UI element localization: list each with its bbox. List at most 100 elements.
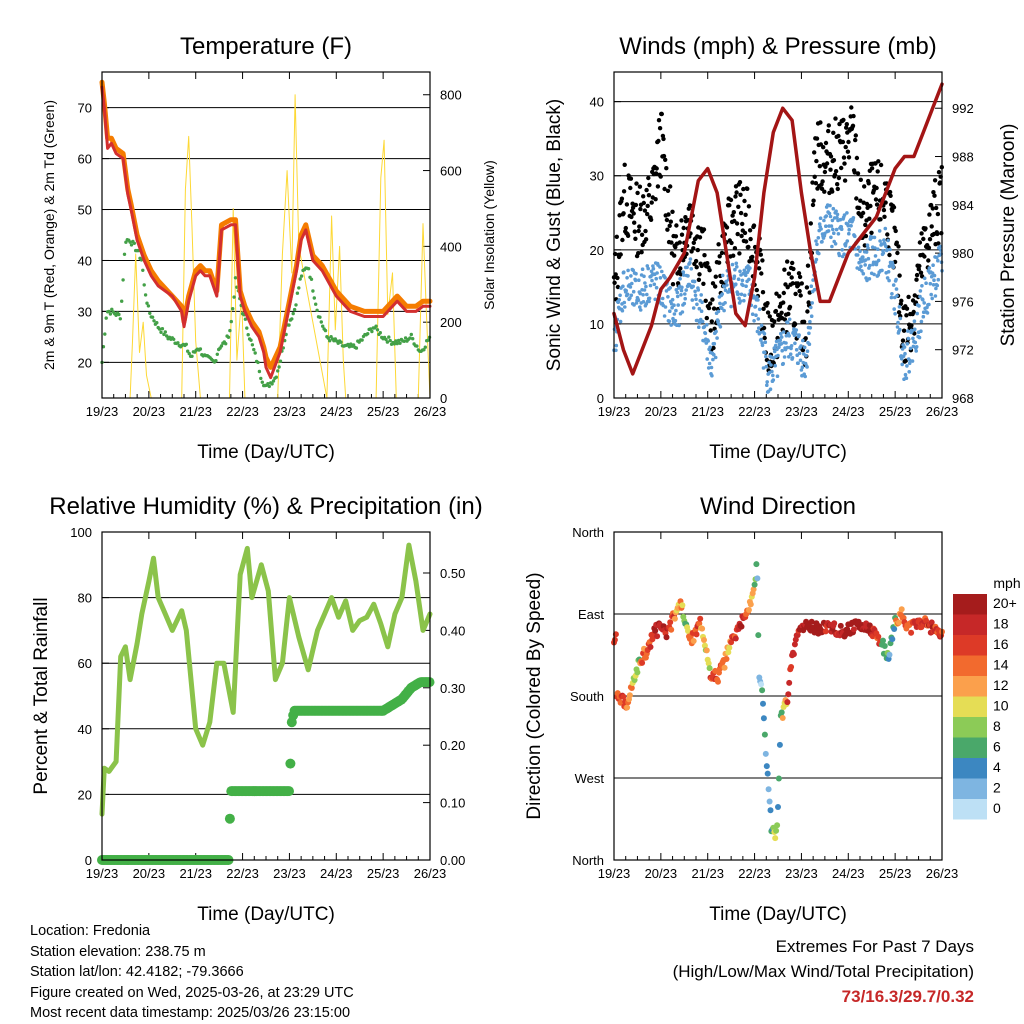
gust-point (826, 123, 831, 128)
wind-point (734, 261, 739, 266)
gust-point (919, 231, 924, 236)
wind-point (930, 296, 934, 301)
wind-point (781, 361, 785, 366)
wind-point (913, 340, 918, 345)
wind-point (793, 341, 797, 346)
gust-point (695, 247, 700, 253)
wind-point (758, 330, 762, 335)
gust-point (911, 309, 916, 315)
wind-point (818, 216, 823, 220)
wind-point (885, 247, 889, 252)
gust-point (868, 203, 873, 209)
wind-point (834, 227, 839, 232)
wind-point (863, 263, 867, 267)
wind-point (623, 305, 627, 309)
wind-point (802, 345, 807, 350)
direction-point (620, 693, 627, 700)
dewpoint-point (339, 340, 343, 344)
dewpoint-point (215, 352, 219, 356)
dewpoint-point (163, 330, 167, 334)
wind-point (931, 283, 936, 287)
direction-point (763, 763, 770, 770)
wind-point (911, 336, 915, 341)
x-tick-label: 21/23 (179, 404, 212, 419)
wind-point (826, 229, 831, 233)
wind-point (675, 290, 680, 295)
wind-point (881, 251, 886, 255)
wind-point (880, 268, 884, 273)
gust-point (668, 184, 673, 189)
wind-point (872, 272, 876, 277)
wind-point (861, 271, 866, 276)
wind-point (642, 288, 647, 292)
dewpoint-point (415, 344, 419, 348)
colorbar-label: 10 (993, 698, 1009, 714)
gust-point (912, 293, 917, 298)
wind-point (906, 336, 911, 341)
wind-point (808, 326, 813, 330)
colorbar-swatch (953, 778, 987, 799)
wind-point (738, 299, 743, 303)
dewpoint-point (309, 277, 314, 281)
wind-point (787, 355, 791, 359)
wind-point (817, 251, 821, 256)
wind-point (928, 281, 933, 286)
wind-point (742, 298, 746, 303)
x-tick-label: 23/23 (785, 866, 818, 881)
gust-point (842, 178, 848, 183)
wind-point (695, 318, 700, 323)
wind-point (637, 278, 641, 283)
wind-point (710, 373, 714, 378)
gust-point (835, 182, 840, 187)
wind-point (673, 318, 678, 323)
gust-point (887, 189, 893, 195)
gust-point (823, 164, 828, 169)
wind-point (863, 258, 868, 262)
gust-point (833, 169, 839, 174)
wind-point (925, 311, 930, 315)
gust-point (785, 285, 790, 290)
wind-point (779, 335, 784, 339)
wind-point (786, 320, 790, 325)
gust-point (669, 240, 674, 245)
gust-point (765, 301, 770, 306)
dewpoint-point (184, 342, 188, 346)
wind-point (855, 253, 860, 257)
wind-point (756, 317, 761, 321)
gust-point (873, 197, 879, 202)
dewpoint-point (260, 380, 264, 384)
gust-point (727, 203, 732, 208)
wind-point (895, 325, 900, 329)
wind-point (735, 265, 739, 269)
gust-point (781, 290, 786, 296)
y-tick-label: 10 (590, 317, 604, 332)
gust-point (628, 185, 633, 191)
direction-point (778, 709, 785, 716)
gust-point (662, 186, 667, 192)
dewpoint-point (277, 365, 281, 369)
wind-point (898, 327, 902, 332)
wind-point (720, 273, 725, 278)
wind-point (682, 301, 687, 306)
wind-point (631, 268, 635, 273)
wind-point (654, 276, 658, 281)
gust-point (678, 266, 683, 271)
gust-point (754, 287, 759, 293)
direction-point (760, 700, 766, 707)
dewpoint-point (198, 347, 203, 351)
gust-point (644, 187, 649, 193)
wind-point (666, 295, 670, 299)
gust-point (903, 358, 908, 363)
gust-point (701, 281, 706, 286)
direction-point (784, 699, 791, 706)
direction-point (755, 632, 762, 639)
wind-point (670, 297, 675, 302)
wind-point (718, 301, 722, 306)
gust-point (767, 314, 772, 319)
wind-point (778, 338, 783, 343)
wind-point (670, 305, 674, 310)
dewpoint-point (141, 268, 145, 272)
dewpoint-point (370, 329, 374, 334)
gust-point (812, 174, 817, 179)
gust-point (900, 338, 906, 343)
